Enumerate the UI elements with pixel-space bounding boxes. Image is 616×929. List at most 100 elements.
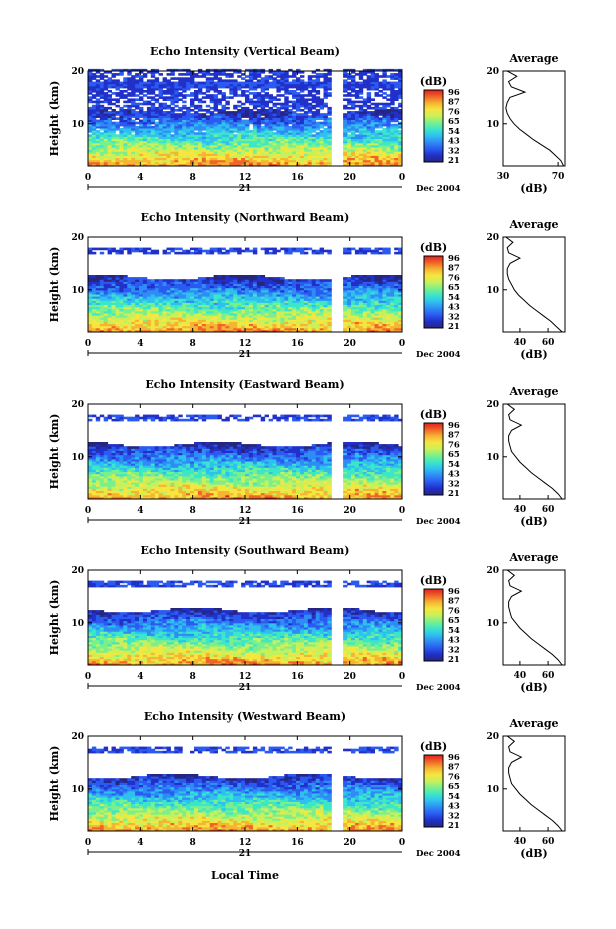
heatmap-cell [131,149,136,152]
heatmap-cells [88,247,403,333]
heatmap-cell [382,79,387,82]
heatmap-cell [394,161,399,165]
heatmap-cell [382,159,387,163]
heatmap-cell [296,163,301,167]
heatmap-cell [229,73,234,76]
heatmap-cell [319,98,324,101]
heatmap-cell [351,75,356,78]
heatmap-cell [154,149,160,152]
heatmap-cell [131,147,136,150]
heatmap-cell [319,73,324,76]
panel-title: Echo Intensity (Vertical Beam) [150,45,340,58]
heatmap-cell [213,113,218,116]
heatmap-cell [178,73,183,76]
heatmap-cell [248,98,254,101]
heatmap-cell [174,279,179,282]
heatmap-cell [115,111,120,114]
heatmap-cell [256,161,262,165]
y-tick-label: 10 [71,120,84,130]
heatmap-cell [123,109,128,112]
heatmap-cell [284,279,289,282]
heatmap-cell [221,161,226,165]
heatmap-cell [142,73,148,76]
heatmap-cell [292,79,297,82]
heatmap-cell [158,155,163,158]
heatmap-cell [103,151,109,154]
heatmap-cell [354,157,360,161]
heatmap-cell [272,144,277,148]
heatmap-cell [292,161,297,165]
heatmap-cell [272,149,277,152]
heatmap-cell [292,151,297,154]
heatmap-cell [248,155,254,158]
heatmap-cell [374,153,379,156]
heatmap-cell [351,157,356,161]
panel-2: Echo Intensity (Northward Beam)2010Heigh… [48,211,566,361]
heatmap-cell [284,149,289,152]
heatmap-cell [201,159,207,163]
heatmap-cell [95,130,101,133]
heatmap-cell [300,161,305,165]
heatmap-cell [127,155,132,158]
heatmap-cell [394,153,399,156]
heatmap-cell [154,144,160,148]
heatmap-cell [123,163,128,167]
heatmap-cell [162,111,167,114]
heatmap-cell [194,163,199,167]
colorbar [423,89,444,163]
heatmap-cell [354,104,360,108]
heatmap-cell [347,144,352,148]
heatmap-cell [182,151,187,154]
heatmap-cell [186,163,191,167]
heatmap-cell [146,153,152,156]
heatmap-cell [135,161,140,165]
heatmap-cell [186,144,191,148]
heatmap-cell [127,159,132,163]
heatmap-cell [343,94,348,97]
heatmap-cell [280,94,285,97]
heatmap-cell [311,147,317,150]
heatmap-cell [135,149,140,152]
heatmap-cell [315,157,321,161]
heatmap-cell [142,94,148,97]
heatmap-cell [233,151,238,154]
heatmap-cell [288,149,293,152]
heatmap-cell [217,157,222,161]
heatmap-cell [154,159,160,163]
heatmap-cell [99,147,105,150]
heatmap-cell [103,161,109,165]
heatmap-cell [150,144,156,148]
heatmap-cell [370,144,375,148]
heatmap-cell [327,149,332,152]
heatmap-cell [315,147,321,150]
heatmap-cell [311,153,317,156]
heatmap-cell [158,279,163,282]
heatmap-cell [205,109,211,112]
heatmap-cell [362,155,368,158]
heatmap-cell [319,144,324,148]
heatmap-cell [245,75,250,78]
heatmap-cell [229,149,234,152]
heatmap-cell [111,153,116,156]
heatmap-cell [205,115,211,118]
heatmap-cell [213,147,218,150]
heatmap-cell [311,151,317,154]
heatmap-cell [88,147,93,150]
heatmap-cell [296,149,301,152]
heatmap-cell [382,147,387,150]
heatmap-cell [146,96,152,99]
heatmap-cell [103,92,109,95]
heatmap-cell [139,106,144,110]
heatmap-cell [119,128,124,131]
heatmap-cell [229,79,234,82]
heatmap-cell [205,157,211,161]
heatmap-cell [213,144,218,148]
heatmap-cell [170,77,175,80]
heatmap-cell [88,144,93,148]
heatmap-cell [95,119,101,123]
heatmap-cell [233,157,238,161]
heatmap-cell [166,161,171,165]
heatmap-cell [205,155,211,158]
heatmap-cell [111,147,116,150]
heatmap-cell [166,163,171,167]
